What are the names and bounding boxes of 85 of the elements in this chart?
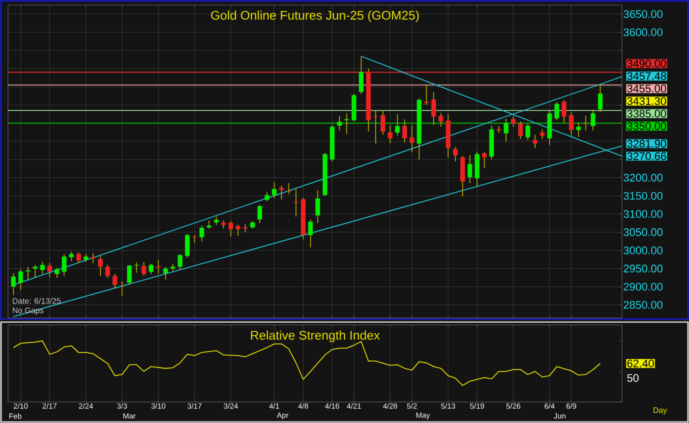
candlestick [395, 114, 400, 136]
candlestick [482, 152, 487, 169]
ref-line-label: 3350.00 [627, 122, 666, 130]
candlestick [598, 84, 603, 113]
candlestick [438, 112, 444, 128]
candlestick [228, 220, 234, 237]
candlestick [373, 110, 378, 144]
candlestick [568, 112, 574, 136]
candlestick [337, 115, 342, 131]
y-tick-label: 2900.00 [624, 282, 663, 291]
candlestick [279, 185, 284, 200]
candlestick [76, 252, 81, 264]
candlestick [380, 110, 386, 136]
text: 3431.30 [627, 97, 666, 105]
candlestick [308, 219, 313, 248]
candlestick [272, 182, 277, 199]
candlestick [54, 267, 60, 278]
candlestick [69, 251, 74, 262]
candlestick [504, 118, 508, 142]
candlestick [257, 204, 262, 224]
candlestick [156, 259, 161, 274]
ref-line-label: 3490.00 [627, 60, 666, 68]
candlestick [576, 122, 581, 138]
candlestick [358, 56, 364, 94]
ref-line-label: 3385.00 [627, 110, 666, 118]
candlestick [468, 154, 472, 184]
candlestick [286, 182, 292, 194]
candlestick [120, 280, 124, 296]
candlestick [562, 100, 566, 124]
candlestick [185, 234, 190, 258]
candlestick [98, 255, 103, 276]
candlestick [163, 266, 168, 280]
text: 62.40 [627, 360, 654, 368]
candlestick [11, 272, 16, 296]
chart-title: Relative Strength Index [251, 330, 380, 342]
candlestick [453, 146, 458, 162]
y-tick-label: 3200.00 [624, 174, 663, 182]
candlestick [264, 192, 270, 202]
candlestick [590, 109, 596, 131]
candlestick [511, 115, 516, 128]
text: Day [654, 407, 668, 415]
text: 3457.48 [627, 72, 666, 80]
text: 3281.90 [627, 140, 666, 148]
candlestick [112, 274, 118, 289]
y-tick-label: 3650.00 [624, 10, 663, 18]
y-tick-label: 2850.00 [624, 301, 663, 309]
candlestick [90, 252, 96, 264]
annotation: Date: 6/13/25 [12, 298, 61, 304]
candlestick [431, 92, 436, 126]
candlestick [206, 220, 212, 229]
candlestick [18, 268, 24, 290]
candlestick [525, 123, 530, 141]
y-tick-label: 3000.00 [624, 246, 663, 254]
y-tick-label: 3100.00 [624, 210, 663, 218]
candlestick [142, 262, 146, 276]
candlestick [148, 263, 154, 274]
y-tick-label: 3600.00 [624, 28, 663, 36]
candlestick [32, 264, 38, 278]
candlestick [178, 254, 182, 270]
candlestick [192, 234, 197, 244]
candlestick [554, 102, 560, 121]
text: 50 [627, 374, 639, 382]
candlestick [62, 254, 66, 276]
candlestick [410, 124, 414, 153]
y-tick-label: 2950.00 [624, 264, 663, 272]
candlestick [424, 84, 429, 106]
candlestick [236, 224, 240, 236]
candlestick [540, 128, 545, 140]
candlestick [127, 264, 132, 286]
candlestick [315, 190, 320, 224]
candlestick [402, 119, 407, 143]
ref-line-label: 3455.00 [627, 84, 666, 92]
candlestick [518, 120, 523, 140]
candlestick [40, 262, 45, 274]
candlestick [105, 264, 110, 278]
candlestick [388, 124, 392, 144]
text: 3270.66 [627, 152, 666, 160]
candlestick [344, 112, 350, 134]
candlestick [199, 225, 204, 242]
candlestick [532, 134, 538, 149]
chart-title: Gold Online Futures Jun-25 (GOM25) [211, 10, 419, 22]
candlestick [26, 266, 30, 280]
candlestick [47, 262, 52, 278]
y-tick-label: 3150.00 [624, 192, 663, 200]
y-tick-label: 3050.00 [624, 228, 663, 236]
